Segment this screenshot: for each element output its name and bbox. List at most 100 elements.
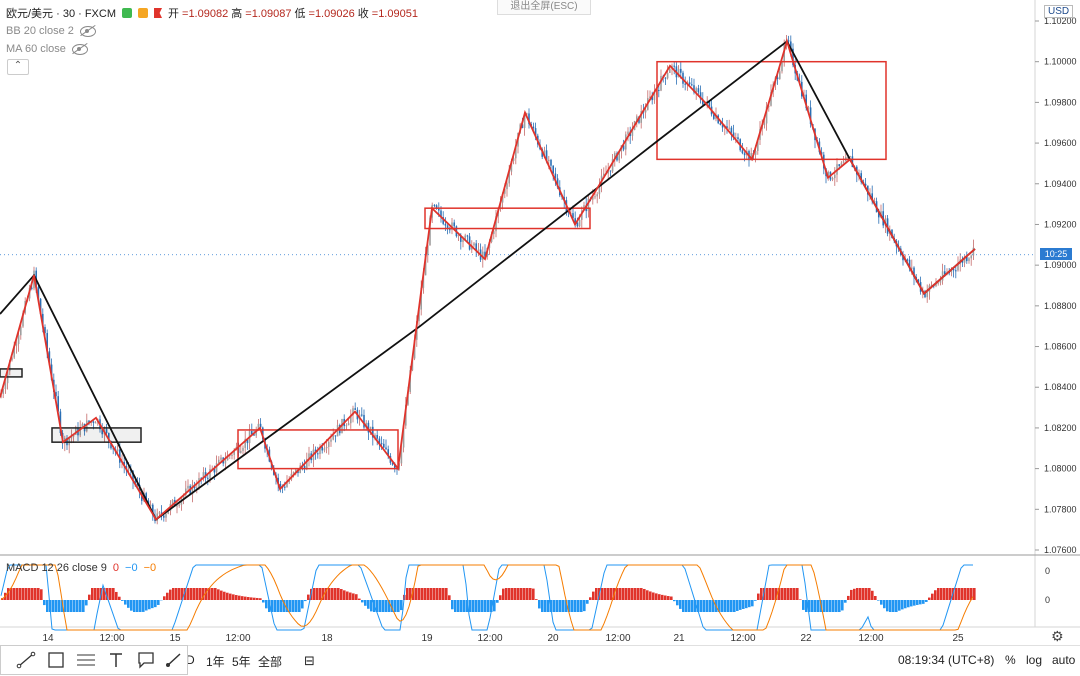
percent-toggle[interactable]: % [1005,653,1016,667]
candle-body [832,178,834,179]
currency-label[interactable]: USD [1044,5,1073,18]
candle-body [330,440,332,442]
macd-bar [442,588,445,600]
price-axis[interactable]: 1.102001.100001.098001.096001.094001.092… [1035,16,1077,555]
macd-bar [319,588,322,600]
range-boxes[interactable] [0,62,1035,469]
candle-body [178,505,180,506]
black-swing-line[interactable] [0,41,975,519]
macd-bar [934,590,937,600]
candle-body [907,259,909,260]
macd-bar [115,592,118,600]
collapse-legend-button[interactable]: ⌃ [7,59,29,75]
macd-bar [739,600,742,610]
clock[interactable]: 08:19:34 (UTC+8) [898,653,994,667]
range-box[interactable] [657,62,886,160]
macd-bar [508,588,511,600]
macd-bar [958,588,961,600]
macd-histogram [1,588,976,612]
close-label: 收 [358,8,369,20]
macd-bar [436,588,439,600]
rectangle-icon[interactable] [45,650,67,670]
red-swing-line[interactable] [0,41,975,519]
candle-body [242,448,244,451]
range-box[interactable] [0,369,22,377]
candle-body [779,71,781,79]
candle-body [317,453,319,454]
macd-bar [676,600,679,605]
macd-bar [169,590,172,600]
macd-bar [769,588,772,600]
macd-bar [124,600,127,605]
auto-toggle[interactable]: auto [1052,653,1075,667]
date-range-icon[interactable]: ⊟ [304,653,315,669]
chart-svg[interactable]: 1.102001.100001.098001.096001.094001.092… [0,0,1080,645]
macd-bar [649,591,652,600]
macd-bar [304,600,307,601]
macd-bar [328,588,331,600]
close-value: =1.09051 [372,8,418,20]
callout-icon[interactable] [135,650,157,670]
time-tick-label: 12:00 [477,633,502,644]
macd-bar [298,600,301,612]
macd-bar [64,600,67,612]
macd-bar [700,600,703,612]
macd-bar [238,596,241,600]
macd-bar [277,600,280,612]
macd-bar [928,598,931,600]
macd-bar [433,588,436,600]
candle-body [953,269,955,270]
macd-bar [481,600,484,612]
macd-bar [313,588,316,600]
trend-line-icon[interactable] [15,650,37,670]
macd-bar [751,600,754,606]
macd-bar [844,600,847,603]
macd-bar [829,600,832,612]
macd-bar [781,588,784,600]
price-tick-label: 1.09800 [1044,97,1077,107]
macd-bar [94,588,97,600]
time-tick-label: 12:00 [225,633,250,644]
macd-bar [850,590,853,600]
hidden-eye-icon[interactable] [72,44,88,55]
macd-bar [241,596,244,600]
macd-bar [964,588,967,600]
macd-bar [199,588,202,600]
fib-icon[interactable] [75,650,97,670]
range-1y[interactable]: 1年 [206,653,225,670]
macd-bar [868,588,871,600]
candle-body [968,258,970,261]
macd-bar [787,588,790,600]
macd-value: −0 [125,562,138,574]
log-toggle[interactable]: log [1026,653,1042,667]
candle-body [737,137,739,139]
text-icon[interactable] [105,650,127,670]
hidden-eye-icon[interactable] [80,26,96,37]
brush-icon[interactable] [163,650,185,670]
macd-bar [535,599,538,600]
macd-bar [796,588,799,600]
price-tick-label: 1.08000 [1044,464,1077,474]
macd-bar [154,600,157,607]
macd-label[interactable]: MACD 12 26 close 9 0 −0 −0 [6,562,156,574]
macd-bar [940,588,943,600]
macd-bar [358,599,361,600]
range-5y[interactable]: 5年 [232,653,251,670]
exit-fullscreen-button[interactable]: 退出全屏(ESC) [497,0,591,15]
range-all[interactable]: 全部 [258,653,282,670]
macd-bar [913,600,916,606]
macd-bar [574,600,577,612]
macd-bar [196,588,199,600]
macd-bar [151,600,154,608]
macd-bar [343,590,346,600]
settings-gear-icon[interactable]: ⚙ [1051,628,1064,645]
bb-indicator-label[interactable]: BB 20 close 2 [6,25,96,37]
macd-bar [136,600,139,612]
macd-bar [889,600,892,612]
symbol-label[interactable]: 欧元/美元 · 30 · FXCM [6,5,116,21]
macd-bar [25,588,28,600]
ma-indicator-label[interactable]: MA 60 close [6,43,88,55]
macd-label-text: MACD 12 26 close 9 [6,562,107,574]
